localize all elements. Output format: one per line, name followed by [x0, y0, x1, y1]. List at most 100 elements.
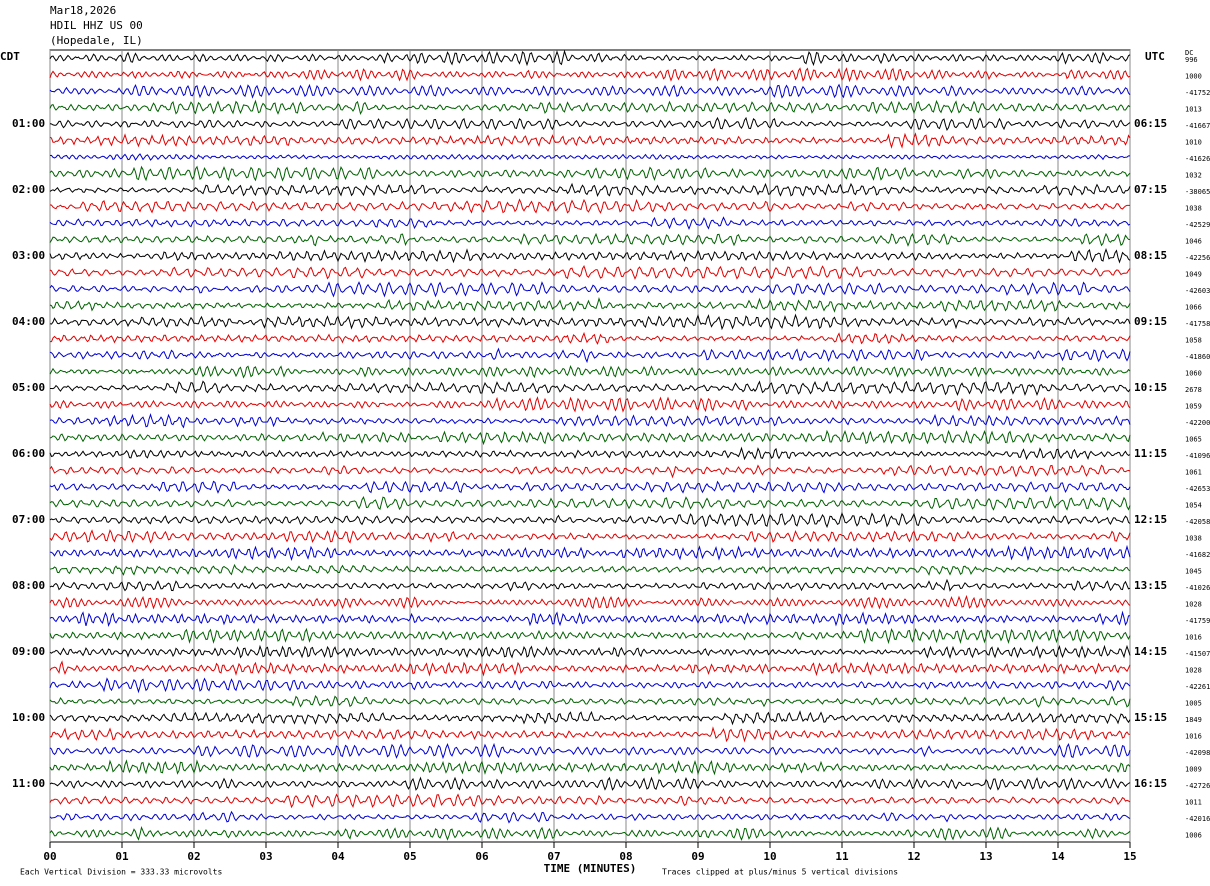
dc-value: 1065 — [1185, 436, 1202, 444]
dc-value: 1045 — [1185, 568, 1202, 576]
left-hour-label: 06:00 — [12, 447, 45, 460]
x-tick-label: 09 — [691, 850, 704, 863]
dc-value: 1000 — [1185, 73, 1202, 81]
x-tick-label: 08 — [619, 850, 632, 863]
trace — [49, 232, 1131, 247]
dc-value: -42016 — [1185, 815, 1210, 823]
trace — [49, 83, 1131, 99]
trace — [49, 248, 1131, 264]
dc-value: -42256 — [1185, 254, 1210, 262]
trace — [50, 380, 1131, 396]
dc-value: 1038 — [1185, 205, 1202, 213]
x-tick-label: 07 — [547, 850, 560, 863]
dc-value: -42058 — [1185, 518, 1210, 526]
dc-value: 1038 — [1185, 535, 1202, 543]
left-hour-label: 03:00 — [12, 249, 45, 262]
right-hour-label: 06:15 — [1134, 117, 1167, 130]
trace — [49, 759, 1131, 776]
x-tick-label: 02 — [187, 850, 200, 863]
right-hour-label: 11:15 — [1134, 447, 1167, 460]
scale-note: Each Vertical Division = 333.33 microvol… — [20, 868, 222, 877]
dc-value: -42726 — [1185, 782, 1210, 790]
trace — [49, 710, 1131, 726]
trace — [49, 347, 1131, 364]
trace — [49, 198, 1130, 214]
dc-value: -41759 — [1185, 617, 1210, 625]
trace — [49, 365, 1131, 379]
x-tick-label: 05 — [403, 850, 416, 863]
dc-value: -41667 — [1185, 122, 1210, 130]
trace — [49, 726, 1131, 743]
dc-value: 1059 — [1185, 403, 1202, 411]
right-title: UTC — [1145, 50, 1165, 63]
trace — [49, 99, 1131, 116]
right-hour-label: 08:15 — [1134, 249, 1167, 262]
trace — [49, 660, 1131, 677]
dc-value: -42200 — [1185, 419, 1210, 427]
trace — [49, 396, 1131, 413]
trace — [49, 627, 1131, 645]
trace — [49, 182, 1131, 197]
header-line: HDIL HHZ US 00 — [50, 19, 143, 32]
dc-value: -41752 — [1185, 89, 1210, 97]
left-title: CDT — [0, 50, 20, 63]
trace — [49, 67, 1131, 83]
x-tick-label: 12 — [907, 850, 920, 863]
header-line: Mar18,2026 — [50, 4, 116, 17]
x-tick-label: 15 — [1123, 850, 1136, 863]
trace — [49, 265, 1131, 280]
dc-value: 1060 — [1185, 370, 1202, 378]
dc-value: 1009 — [1185, 766, 1202, 774]
left-hour-label: 02:00 — [12, 183, 45, 196]
x-tick-label: 13 — [979, 850, 992, 863]
left-hour-label: 05:00 — [12, 381, 45, 394]
x-tick-label: 03 — [259, 850, 272, 863]
trace — [49, 544, 1131, 562]
x-tick-label: 10 — [763, 850, 776, 863]
dc-value: 1046 — [1185, 238, 1202, 246]
dc-value: -42653 — [1185, 485, 1210, 493]
x-tick-label: 00 — [43, 850, 56, 863]
trace — [49, 594, 1131, 610]
trace — [49, 480, 1131, 494]
trace — [49, 677, 1131, 694]
dc-value: 1006 — [1185, 832, 1202, 840]
right-hour-label: 15:15 — [1134, 711, 1167, 724]
trace — [49, 511, 1131, 529]
trace — [49, 694, 1131, 708]
trace — [49, 776, 1131, 791]
left-hour-label: 01:00 — [12, 117, 45, 130]
trace — [49, 810, 1131, 824]
x-tick-label: 01 — [115, 850, 129, 863]
dc-value: -42098 — [1185, 749, 1210, 757]
dc-value: -41758 — [1185, 320, 1210, 328]
right-hour-label: 07:15 — [1134, 183, 1167, 196]
x-tick-label: 04 — [331, 850, 345, 863]
trace — [49, 793, 1131, 809]
trace — [49, 578, 1131, 592]
trace — [49, 610, 1131, 627]
dc-value: 1032 — [1185, 172, 1202, 180]
dc-value: 1054 — [1185, 502, 1202, 510]
left-hour-label: 11:00 — [12, 777, 45, 790]
trace — [49, 563, 1131, 576]
dc-value: -42261 — [1185, 683, 1210, 691]
dc-value: 1028 — [1185, 667, 1202, 675]
dc-value: 1058 — [1185, 337, 1202, 345]
dc-value: -41682 — [1185, 551, 1210, 559]
trace — [49, 281, 1131, 298]
dc-value: 1016 — [1185, 733, 1202, 741]
x-tick-label: 14 — [1051, 850, 1065, 863]
trace — [49, 446, 1131, 461]
x-axis-label: TIME (MINUTES) — [544, 862, 637, 875]
trace — [49, 49, 1131, 67]
trace — [50, 331, 1131, 345]
left-hour-label: 04:00 — [12, 315, 45, 328]
right-hour-label: 10:15 — [1134, 381, 1167, 394]
dc-value: 1849 — [1185, 716, 1202, 724]
left-hour-label: 08:00 — [12, 579, 45, 592]
clip-note: Traces clipped at plus/minus 5 vertical … — [662, 868, 898, 877]
dc-value: -41026 — [1185, 584, 1210, 592]
trace — [49, 529, 1131, 544]
left-hour-label: 10:00 — [12, 711, 45, 724]
